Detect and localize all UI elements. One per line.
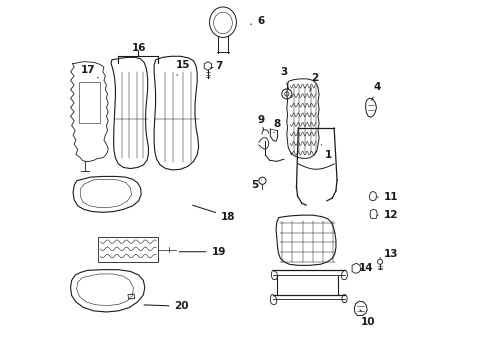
Text: 12: 12 xyxy=(376,210,397,220)
Text: 20: 20 xyxy=(143,301,188,311)
Text: 5: 5 xyxy=(251,180,261,190)
Text: 17: 17 xyxy=(81,64,98,78)
Text: 1: 1 xyxy=(321,145,332,160)
Text: 4: 4 xyxy=(371,82,380,100)
Text: 10: 10 xyxy=(359,310,375,327)
Text: 14: 14 xyxy=(358,263,372,273)
Text: 9: 9 xyxy=(257,115,264,130)
Text: 2: 2 xyxy=(309,73,317,91)
Text: 11: 11 xyxy=(376,192,397,202)
Text: 18: 18 xyxy=(192,205,235,221)
Text: 16: 16 xyxy=(131,43,145,56)
Text: 7: 7 xyxy=(210,61,223,71)
Text: 6: 6 xyxy=(250,17,264,27)
Text: 19: 19 xyxy=(179,247,225,257)
Text: 3: 3 xyxy=(280,67,288,89)
Text: 15: 15 xyxy=(175,59,190,75)
Text: 8: 8 xyxy=(273,120,280,133)
Text: 13: 13 xyxy=(379,248,397,258)
